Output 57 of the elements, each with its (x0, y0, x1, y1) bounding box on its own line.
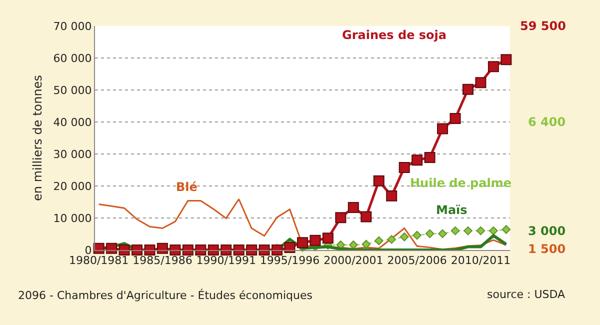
point (360, 211, 372, 222)
point (464, 226, 472, 236)
text: 1 500 (528, 242, 566, 256)
point (412, 230, 422, 240)
x-tick-label: 2000/2001 (324, 254, 384, 268)
y-tick-label: 10 000 (53, 212, 92, 225)
point (398, 162, 410, 173)
point (272, 244, 283, 256)
point (348, 202, 359, 213)
point (476, 226, 486, 236)
point (310, 234, 321, 246)
y-tick-label: 70 000 (53, 20, 92, 33)
y-tick-label: 50 000 (53, 84, 92, 97)
text: Graines de soja (342, 28, 446, 42)
y-tick-label: 60 000 (53, 52, 92, 65)
point (387, 235, 396, 244)
x-tick-label: 2005/2006 (387, 254, 447, 268)
text: 6 400 (528, 115, 566, 129)
point (349, 240, 358, 250)
point (475, 77, 486, 88)
text: Maïs (436, 203, 468, 217)
point (438, 229, 447, 238)
x-tick-label: 1985/1986 (132, 254, 192, 268)
point (386, 190, 398, 202)
point (489, 226, 498, 236)
point (335, 212, 346, 224)
point (425, 229, 434, 238)
point (500, 54, 512, 66)
point (450, 226, 460, 236)
x-tick-label: 1995/1996 (260, 254, 320, 268)
y-tick-label: 20 000 (53, 180, 92, 193)
x-tick-label: 2010/2011 (450, 254, 511, 268)
line-series (98, 198, 507, 250)
x-tick-label: 1990/1991 (196, 254, 256, 268)
point (373, 175, 384, 186)
point (362, 240, 371, 249)
point (412, 154, 423, 166)
x-tick-label: 1980/1981 (68, 254, 129, 268)
text: Huile de palme (410, 176, 512, 190)
point (437, 123, 448, 134)
point (400, 232, 409, 242)
y-tick-label: 0 (84, 244, 92, 257)
point (374, 236, 384, 246)
point (450, 112, 461, 124)
point (462, 84, 474, 95)
text: 59 500 (520, 19, 566, 33)
y-tick-label: 30 000 (53, 148, 92, 161)
point (488, 61, 499, 72)
text: 2096 - Chambres d'Agriculture - Études économiques (18, 288, 313, 302)
point (424, 152, 436, 164)
point (322, 232, 334, 244)
series-label: Blé (176, 180, 198, 194)
y-axis-title: en milliers de tonnes (30, 75, 45, 201)
y-tick-label: 40 000 (53, 116, 92, 129)
text: 3 000 (528, 224, 566, 238)
point (502, 225, 511, 234)
source-note: source : USDA (487, 288, 566, 301)
